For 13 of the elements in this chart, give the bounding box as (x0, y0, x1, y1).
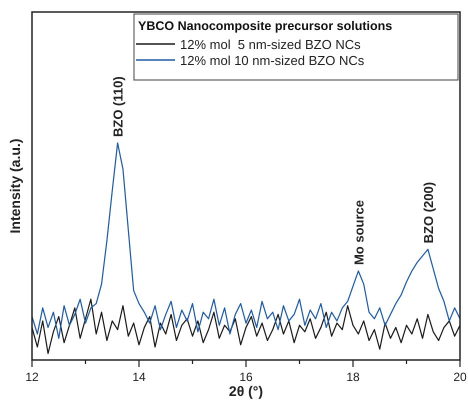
y-axis-title: Intensity (a.u.) (7, 138, 23, 234)
x-tick-label: 14 (132, 370, 146, 384)
x-tick-label: 18 (346, 370, 360, 384)
legend-title: YBCO Nanocomposite precursor solutions (138, 19, 392, 33)
legend-label: 12% mol 5 nm-sized BZO NCs (180, 37, 362, 52)
x-tick-label: 16 (239, 370, 253, 384)
annotation: BZO (110) (110, 76, 126, 137)
annotation: BZO (200) (420, 182, 436, 244)
x-axis-title: 2θ (°) (228, 383, 264, 399)
x-tick-label: 12 (25, 370, 39, 384)
annotation: Mo source (351, 200, 366, 266)
legend-label: 12% mol 10 nm-sized BZO NCs (180, 53, 365, 68)
x-tick-label: 20 (453, 370, 467, 384)
